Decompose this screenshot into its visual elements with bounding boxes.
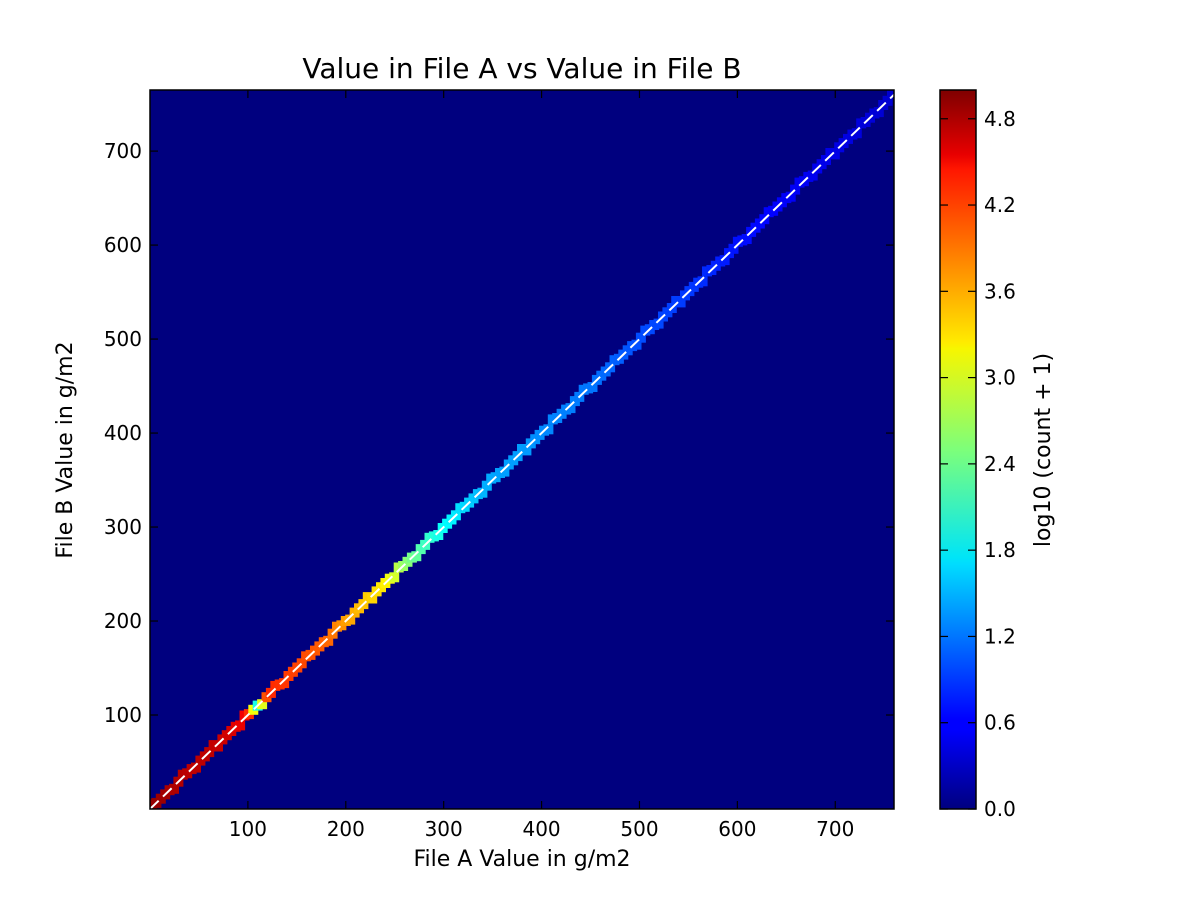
colorbar-gradient	[939, 89, 977, 810]
colorbar-tick-label: 1.2	[984, 624, 1016, 648]
heatmap-cell	[873, 107, 884, 118]
heatmap-cell	[882, 95, 893, 106]
x-axis-label: File A Value in g/m2	[413, 847, 630, 872]
heatmap-cell	[213, 741, 223, 752]
heatmap-cell	[235, 720, 246, 731]
heatmap-cell	[631, 339, 642, 350]
colorbar-label: log10 (count + 1)	[1031, 353, 1056, 547]
heatmap-cell	[741, 234, 752, 244]
heatmap-cell	[411, 551, 422, 562]
x-tick-label: 300	[425, 817, 463, 841]
colorbar-tick-label: 4.8	[984, 107, 1016, 131]
heatmap-cell	[169, 783, 179, 794]
heatmap-cell	[257, 699, 268, 710]
colorbar-tick-label: 1.8	[984, 538, 1016, 562]
heatmap-cell	[367, 593, 378, 604]
reference-line	[150, 93, 894, 809]
heatmap-cell	[587, 382, 598, 392]
y-tick-label: 200	[104, 609, 142, 633]
heatmap-cell	[785, 191, 796, 202]
y-axis: 100 200 300 400 500 600 700	[104, 139, 894, 727]
heatmap-cell	[296, 658, 307, 669]
heatmap-cell	[323, 635, 334, 646]
heatmap-cell	[851, 128, 862, 139]
colorbar-tick-label: 0.0	[984, 797, 1016, 821]
heatmap-cell	[887, 90, 894, 99]
heatmap-cell	[499, 466, 510, 477]
plot-frame	[149, 89, 895, 810]
colorbar-tick-label: 0.6	[984, 711, 1016, 735]
colorbar-tick-label: 3.6	[984, 279, 1016, 303]
x-tick-label: 600	[718, 817, 756, 841]
heatmap-cell	[279, 678, 290, 689]
heatmap-cell	[675, 297, 686, 308]
heatmap-cell	[481, 480, 492, 491]
heatmap-cell	[728, 243, 739, 254]
y-tick-label: 600	[104, 233, 142, 257]
heatmap-cell	[790, 184, 801, 195]
heatmap-cell	[719, 255, 730, 266]
heatmap-cell	[565, 403, 576, 414]
y-tick-label: 400	[104, 421, 142, 445]
colorbar-tick-label: 3.0	[984, 366, 1016, 390]
heatmap-cell	[477, 487, 488, 498]
heatmap-cell	[829, 149, 840, 160]
heatmap-cell	[433, 530, 444, 540]
x-tick-label: 500	[620, 817, 658, 841]
x-tick-label: 400	[522, 817, 560, 841]
heatmap-cell	[191, 762, 201, 773]
x-tick-label: 100	[229, 817, 267, 841]
chart-title: Value in File A vs Value in File B	[302, 52, 741, 85]
colorbar-tick-label: 2.4	[984, 452, 1016, 476]
heatmap-cell	[635, 332, 646, 343]
heatmap-cell	[697, 276, 708, 287]
heatmap-cell	[543, 424, 554, 435]
y-axis-label: File B Value in g/m2	[53, 341, 78, 558]
heatmap-cell	[389, 572, 400, 583]
y-tick-label: 100	[104, 703, 142, 727]
heatmap-cell	[653, 318, 664, 329]
y-tick-label: 300	[104, 515, 142, 539]
heatmap-cell	[345, 614, 356, 625]
heatmap-cell	[807, 170, 818, 181]
colorbar-ticks: 0.0 0.6 1.2 1.8 2.4 3.0 3.6 4.2 4.8	[940, 107, 1016, 821]
y-tick-label: 700	[104, 139, 142, 163]
colorbar: 0.0 0.6 1.2 1.8 2.4 3.0 3.6 4.2 4.8 log10 (count…	[939, 89, 1056, 821]
x-tick-label: 700	[816, 817, 854, 841]
x-tick-label: 200	[327, 817, 365, 841]
heatmap-cell	[521, 445, 532, 456]
x-axis: 100 200 300 400 500 600 700	[229, 90, 854, 841]
colorbar-tick-label: 4.2	[984, 193, 1016, 217]
y-tick-label: 500	[104, 327, 142, 351]
